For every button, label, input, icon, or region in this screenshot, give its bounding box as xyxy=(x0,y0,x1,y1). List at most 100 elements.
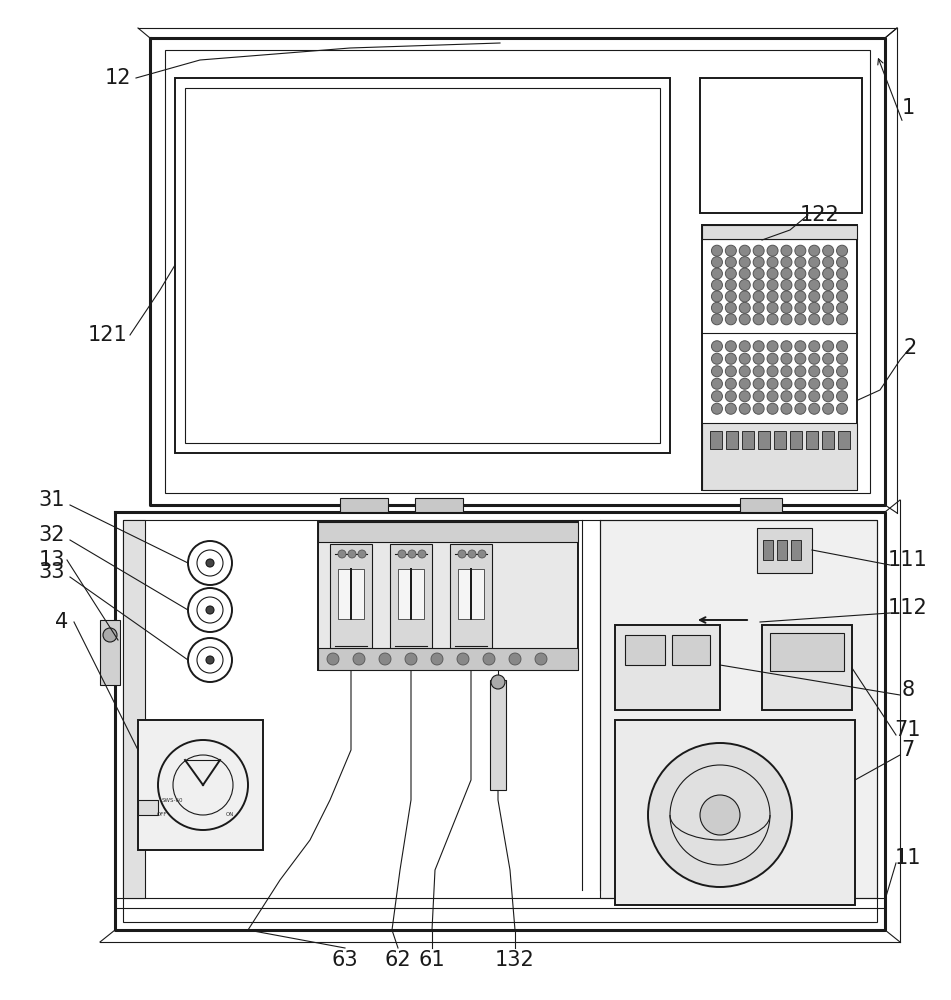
Circle shape xyxy=(781,403,792,414)
Circle shape xyxy=(711,314,723,325)
Circle shape xyxy=(700,795,740,835)
Circle shape xyxy=(795,279,805,290)
Circle shape xyxy=(726,268,736,279)
Circle shape xyxy=(739,279,750,290)
Circle shape xyxy=(726,302,736,313)
Circle shape xyxy=(837,391,847,402)
Circle shape xyxy=(509,653,521,665)
Text: 111: 111 xyxy=(888,550,928,570)
Bar xyxy=(318,522,578,542)
Circle shape xyxy=(753,353,765,364)
Bar xyxy=(790,431,802,449)
Circle shape xyxy=(823,403,834,414)
Bar xyxy=(600,520,877,898)
Bar xyxy=(742,431,754,449)
Bar xyxy=(774,431,786,449)
Circle shape xyxy=(808,279,820,290)
Bar xyxy=(340,498,388,512)
Bar xyxy=(625,635,665,665)
Text: 132: 132 xyxy=(495,950,534,970)
Bar xyxy=(138,800,158,815)
Circle shape xyxy=(431,653,443,665)
Circle shape xyxy=(753,314,765,325)
Circle shape xyxy=(739,353,750,364)
Circle shape xyxy=(795,257,805,268)
Circle shape xyxy=(753,302,765,313)
Circle shape xyxy=(837,366,847,377)
Bar xyxy=(330,544,372,654)
Bar xyxy=(100,620,120,685)
Circle shape xyxy=(739,403,750,414)
Circle shape xyxy=(837,268,847,279)
Circle shape xyxy=(767,291,778,302)
Circle shape xyxy=(795,378,805,389)
Circle shape xyxy=(398,550,406,558)
Circle shape xyxy=(823,291,834,302)
Circle shape xyxy=(781,378,792,389)
Text: OFF: OFF xyxy=(157,812,167,818)
Circle shape xyxy=(767,353,778,364)
Circle shape xyxy=(711,366,723,377)
Text: 71: 71 xyxy=(895,720,922,740)
Text: 7: 7 xyxy=(902,740,915,760)
Circle shape xyxy=(823,302,834,313)
Circle shape xyxy=(739,366,750,377)
Circle shape xyxy=(338,550,346,558)
Circle shape xyxy=(711,302,723,313)
Circle shape xyxy=(753,366,765,377)
Circle shape xyxy=(767,366,778,377)
Text: 8: 8 xyxy=(902,680,915,700)
Circle shape xyxy=(711,257,723,268)
Text: 112: 112 xyxy=(888,598,928,618)
Bar xyxy=(672,635,710,665)
Text: 1: 1 xyxy=(902,98,915,118)
Circle shape xyxy=(781,257,792,268)
Text: 61: 61 xyxy=(418,950,445,970)
Circle shape xyxy=(795,366,805,377)
Circle shape xyxy=(711,378,723,389)
Circle shape xyxy=(808,268,820,279)
Circle shape xyxy=(837,403,847,414)
Circle shape xyxy=(739,291,750,302)
Circle shape xyxy=(808,366,820,377)
Circle shape xyxy=(823,279,834,290)
Circle shape xyxy=(837,341,847,352)
Circle shape xyxy=(726,257,736,268)
Bar xyxy=(458,569,484,619)
Bar xyxy=(763,540,773,560)
Circle shape xyxy=(753,257,765,268)
Circle shape xyxy=(767,245,778,256)
Circle shape xyxy=(358,550,366,558)
Bar xyxy=(702,225,857,490)
Circle shape xyxy=(726,245,736,256)
Bar xyxy=(165,50,870,493)
Bar xyxy=(490,680,506,790)
Circle shape xyxy=(781,391,792,402)
Bar xyxy=(762,625,852,710)
Circle shape xyxy=(753,391,765,402)
Circle shape xyxy=(808,302,820,313)
Circle shape xyxy=(726,314,736,325)
Circle shape xyxy=(767,268,778,279)
Circle shape xyxy=(711,291,723,302)
Circle shape xyxy=(711,279,723,290)
Circle shape xyxy=(726,378,736,389)
Circle shape xyxy=(753,291,765,302)
Circle shape xyxy=(823,245,834,256)
Bar xyxy=(777,540,787,560)
Circle shape xyxy=(808,391,820,402)
Circle shape xyxy=(767,403,778,414)
Circle shape xyxy=(348,550,356,558)
Circle shape xyxy=(491,675,505,689)
Circle shape xyxy=(457,653,469,665)
Circle shape xyxy=(823,353,834,364)
Circle shape xyxy=(726,291,736,302)
Circle shape xyxy=(711,268,723,279)
Circle shape xyxy=(837,279,847,290)
Circle shape xyxy=(726,341,736,352)
Circle shape xyxy=(739,257,750,268)
Circle shape xyxy=(711,245,723,256)
Circle shape xyxy=(726,279,736,290)
Circle shape xyxy=(753,403,765,414)
Bar xyxy=(415,498,463,512)
